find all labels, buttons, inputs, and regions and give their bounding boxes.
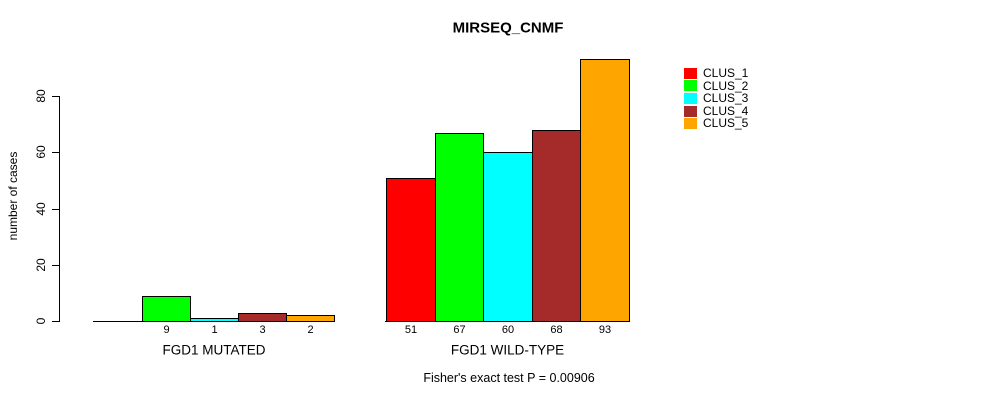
bar-value-label: 1 bbox=[211, 324, 218, 336]
bar-value-label: 3 bbox=[259, 324, 266, 336]
y-axis-tick bbox=[52, 96, 60, 97]
y-axis-tick-label: 0 bbox=[34, 317, 48, 325]
bar-value-label: 60 bbox=[501, 324, 515, 336]
chart-title: MIRSEQ_CNMF bbox=[452, 19, 564, 37]
legend-color-swatch bbox=[684, 118, 697, 130]
y-axis-tick-label: 40 bbox=[34, 201, 48, 216]
legend-item-label: CLUS_2 bbox=[703, 78, 749, 93]
y-axis-tick-label: 80 bbox=[34, 89, 48, 103]
bar-value-label: 9 bbox=[163, 324, 170, 336]
y-axis-title: number of cases bbox=[6, 151, 20, 241]
legend-item-label: CLUS_1 bbox=[703, 66, 749, 80]
bar-value-label: 93 bbox=[598, 324, 612, 336]
y-axis-tick-label: 20 bbox=[34, 258, 48, 272]
bar-clus-4-fgd1-wild-type bbox=[532, 130, 581, 322]
bar-value-label: 67 bbox=[453, 324, 466, 336]
fisher-test-caption: Fisher's exact test P = 0.00906 bbox=[423, 371, 595, 385]
legend-item-label: CLUS_5 bbox=[703, 116, 749, 131]
legend-item-clus-4: CLUS_4 bbox=[684, 105, 748, 118]
legend-color-swatch bbox=[684, 105, 697, 117]
bar-clus-2-fgd1-wild-type bbox=[435, 133, 484, 322]
bar-value-label: 68 bbox=[550, 324, 563, 336]
legend-item-clus-3: CLUS_3 bbox=[684, 92, 748, 105]
y-axis-tick-label: 60 bbox=[34, 145, 48, 159]
bar-value-label: 2 bbox=[307, 324, 314, 336]
bar-clus-2-fgd1-mutated bbox=[142, 296, 191, 322]
y-axis-tick bbox=[52, 264, 60, 266]
y-axis-tick bbox=[52, 321, 60, 322]
legend-color-swatch bbox=[684, 80, 697, 92]
x-group-label-fgd1-mutated: FGD1 MUTATED bbox=[162, 342, 266, 358]
bar-clus-1-fgd1-wild-type bbox=[386, 178, 436, 322]
bar-clus-3-fgd1-wild-type bbox=[483, 152, 533, 322]
legend-item-clus-2: CLUS_2 bbox=[684, 78, 749, 93]
legend-item-clus-5: CLUS_5 bbox=[684, 117, 748, 130]
bar-clus-5-fgd1-wild-type bbox=[580, 59, 630, 322]
bar-clus-3-fgd1-mutated bbox=[190, 318, 239, 322]
y-axis-tick bbox=[52, 152, 60, 154]
y-axis-tick bbox=[52, 208, 60, 210]
x-group-label-fgd1-wild-type: FGD1 WILD-TYPE bbox=[450, 342, 565, 358]
legend-color-swatch bbox=[684, 67, 697, 79]
legend-color-swatch bbox=[684, 92, 697, 104]
legend: CLUS_1 CLUS_2 CLUS_3 CLUS_4 CLUS_5 bbox=[684, 67, 748, 130]
bar-value-label: 51 bbox=[404, 324, 418, 336]
bar-clus-4-fgd1-mutated bbox=[238, 313, 287, 322]
legend-item-clus-1: CLUS_1 bbox=[684, 67, 748, 80]
bar-clus-5-fgd1-mutated bbox=[286, 315, 335, 322]
legend-item-label: CLUS_3 bbox=[703, 91, 749, 106]
legend-item-label: CLUS_4 bbox=[703, 103, 749, 118]
